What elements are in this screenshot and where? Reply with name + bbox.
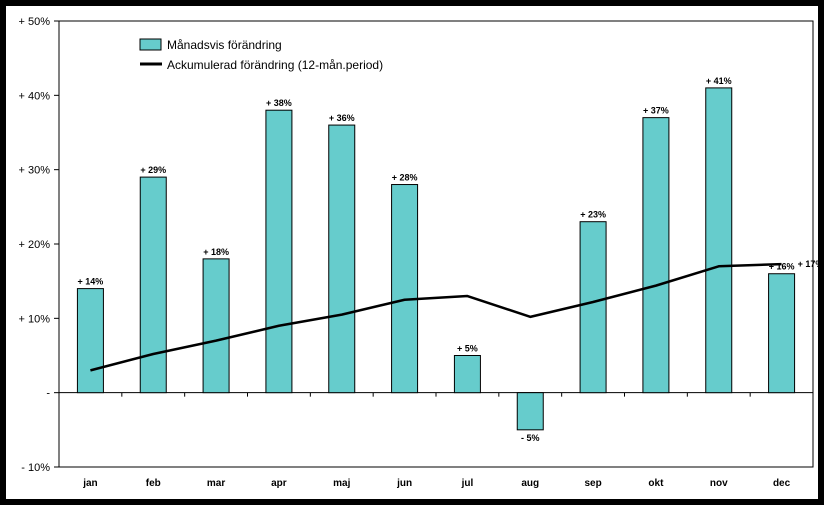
bar	[705, 87, 733, 394]
bar-value-label: + 37%	[643, 106, 669, 116]
x-category-label: aug	[521, 478, 539, 489]
legend-swatch-monthly	[139, 38, 162, 51]
bar	[642, 117, 670, 394]
x-category-label: jun	[396, 478, 412, 489]
bar	[76, 288, 104, 394]
bar-value-label: + 23%	[580, 210, 606, 220]
x-category-label: feb	[146, 478, 161, 489]
bar-value-label: - 5%	[521, 433, 540, 443]
x-category-label: okt	[648, 478, 664, 489]
bar	[139, 176, 167, 394]
legend: Månadsvis förändring Ackumulerad förändr…	[139, 38, 383, 72]
bar-value-label: + 28%	[392, 173, 418, 183]
bar-value-label: + 29%	[140, 165, 166, 175]
bar	[453, 355, 481, 394]
bar	[265, 109, 293, 394]
bar	[768, 273, 796, 394]
bar	[516, 392, 544, 431]
x-category-label: jul	[461, 478, 474, 489]
bar	[579, 221, 607, 394]
bar	[391, 184, 419, 394]
x-category-label: mar	[207, 478, 225, 489]
bar-value-label: + 36%	[329, 113, 355, 123]
x-category-label: sep	[584, 478, 601, 489]
bar-value-label: + 38%	[266, 98, 292, 108]
bar-value-labels: + 14% + 29% + 18% + 38% + 36% + 28% + 5% - 5% + …	[78, 76, 795, 443]
y-tick-label: - 10%	[21, 462, 50, 474]
x-axis: jan feb mar apr maj jun jul aug sep okt nov dec	[58, 392, 814, 489]
y-tick-label: + 30%	[19, 165, 51, 177]
bar-value-label: + 18%	[203, 247, 229, 257]
y-tick-label: -	[46, 388, 50, 400]
y-tick-label: + 10%	[19, 313, 51, 325]
accumulated-line	[90, 262, 782, 372]
bar-series	[76, 87, 796, 431]
bar	[328, 124, 356, 394]
legend-label-accumulated: Ackumulerad förändring (12-mån.period)	[167, 58, 383, 72]
line-series: + 17%	[90, 259, 824, 372]
x-category-label: apr	[271, 478, 287, 489]
x-category-label: nov	[710, 478, 728, 489]
x-category-label: dec	[773, 478, 791, 489]
y-tick-label: + 20%	[19, 239, 51, 251]
x-category-label: maj	[333, 478, 350, 489]
legend-label-monthly: Månadsvis förändring	[167, 38, 282, 52]
y-tick-label: + 40%	[19, 90, 51, 102]
y-tick-label: + 50%	[19, 16, 51, 28]
y-axis: - 10% - + 10% + 20% + 30% + 40% + 50%	[19, 16, 59, 474]
bar-value-label: + 16%	[769, 262, 795, 272]
plot-area	[58, 20, 814, 468]
bar-value-label: + 5%	[457, 344, 478, 354]
bar-value-label: + 14%	[78, 277, 104, 287]
bar-value-label: + 41%	[706, 76, 732, 86]
line-end-label: + 17%	[798, 259, 824, 269]
x-category-label: jan	[82, 478, 97, 489]
bar	[202, 258, 230, 394]
